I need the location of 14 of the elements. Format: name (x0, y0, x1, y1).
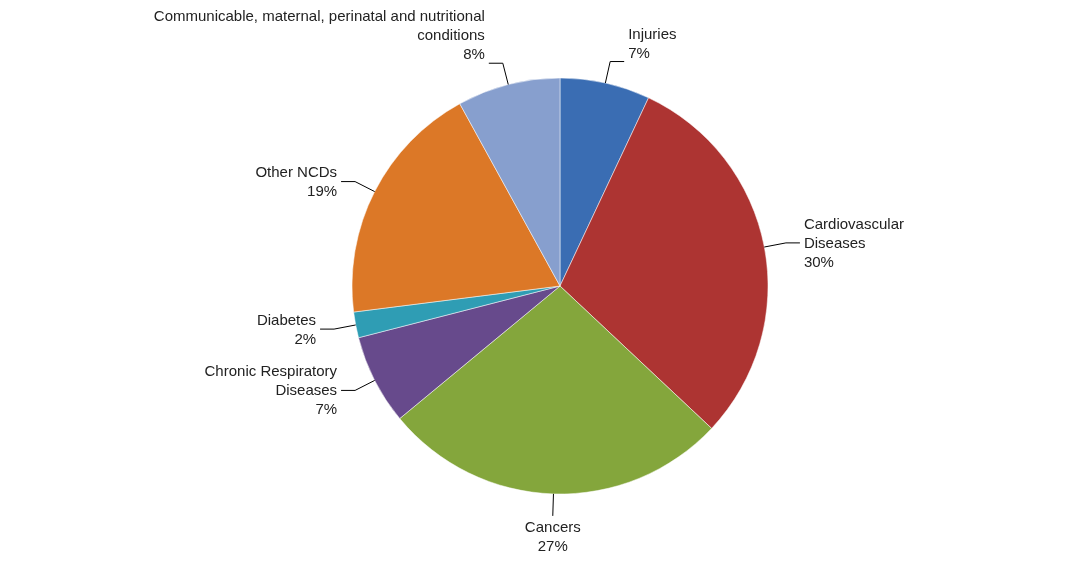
data-label: 7% (315, 400, 338, 418)
data-label: 7% (628, 43, 650, 61)
slice-label: Cancers (524, 517, 581, 535)
slice-label: Injuries (628, 24, 677, 42)
data-label: 30% (803, 252, 834, 270)
data-label: 27% (537, 536, 568, 554)
data-label: 2% (294, 329, 317, 347)
data-label: 8% (463, 45, 485, 63)
slice-label: Other NCDs (255, 163, 338, 181)
data-label: 19% (307, 182, 338, 200)
slice-label: Cardiovascular Diseases (803, 214, 904, 251)
slice-label: Communicable, maternal, perinatal and nutritional conditions (153, 7, 485, 44)
slice-label: Chronic Respiratory Diseases (204, 362, 338, 399)
slice-label: Diabetes (256, 310, 317, 328)
